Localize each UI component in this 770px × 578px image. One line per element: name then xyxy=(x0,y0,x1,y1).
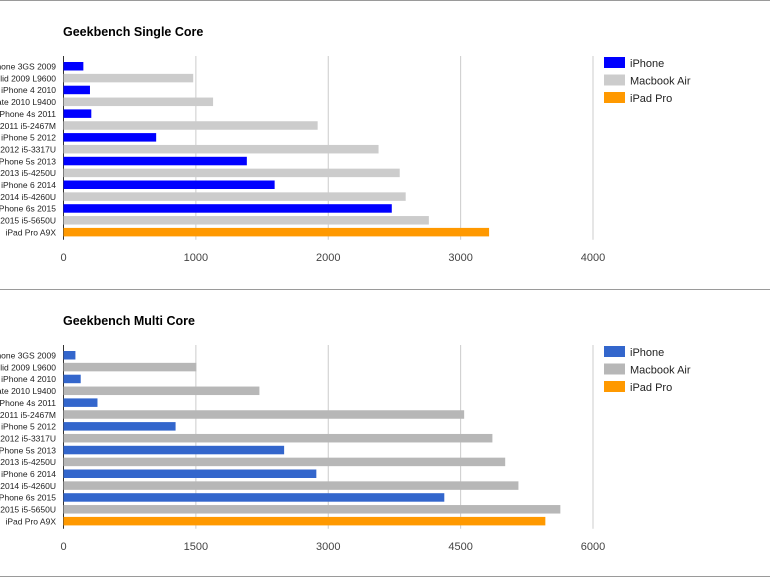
category-label: iPhone 5 2012 xyxy=(1,133,56,143)
bottom-border xyxy=(0,576,770,577)
category-label: 2012 i5-3317U xyxy=(0,433,56,443)
x-tick-label: 1500 xyxy=(184,541,208,553)
chart-separator xyxy=(0,289,770,290)
bar xyxy=(63,168,400,178)
bar xyxy=(63,374,81,384)
bar xyxy=(63,351,76,360)
category-label: 2014 i5-4260U xyxy=(0,192,56,202)
x-tick-label: 2000 xyxy=(316,252,340,264)
category-label: hone 3GS 2009 xyxy=(0,351,56,361)
category-label: 2015 i5-5650U xyxy=(0,216,56,226)
bar xyxy=(63,73,194,83)
bar xyxy=(63,97,214,107)
category-label: Phone 5s 2013 xyxy=(0,445,56,455)
legend-label: iPad Pro xyxy=(630,93,672,105)
legend-label: Macbook Air xyxy=(630,365,691,377)
bar xyxy=(63,204,392,213)
bar xyxy=(63,505,561,514)
category-label: Phone 5s 2013 xyxy=(0,156,56,166)
category-label: 2012 i5-3317U xyxy=(0,144,56,154)
legend-label: Macbook Air xyxy=(630,76,691,88)
bar xyxy=(63,192,406,201)
bar xyxy=(63,121,318,130)
bar xyxy=(63,109,92,118)
bar xyxy=(63,481,519,490)
category-label: Phone 6s 2015 xyxy=(0,493,56,503)
legend-swatch xyxy=(604,57,625,68)
category-label: ate 2010 L9400 xyxy=(0,97,56,107)
bar xyxy=(63,227,490,237)
category-label: 2013 i5-4250U xyxy=(0,457,56,467)
bar xyxy=(63,422,176,431)
x-tick-label: 0 xyxy=(60,252,66,264)
category-label: iPhone 5 2012 xyxy=(1,422,56,432)
category-label: lid 2009 L9600 xyxy=(0,73,56,83)
legend-swatch xyxy=(604,363,625,375)
bar xyxy=(63,469,317,478)
bar xyxy=(63,516,546,526)
category-label: iPad Pro A9X xyxy=(5,516,56,526)
x-tick-label: 3000 xyxy=(316,541,340,553)
category-label: iPhone 4s 2011 xyxy=(0,398,56,408)
multi-core-chart: Geekbench Multi Core 0 1500 3000 4500 6000 hon… xyxy=(0,314,691,553)
legend-label: iPhone xyxy=(630,347,664,359)
bar xyxy=(63,133,157,142)
top-border xyxy=(0,0,770,1)
chart-title: Geekbench Multi Core xyxy=(63,314,195,328)
bar xyxy=(63,144,379,154)
bar xyxy=(63,362,197,372)
category-label: iPhone 4s 2011 xyxy=(0,109,56,119)
x-tick-label: 1000 xyxy=(184,252,208,264)
category-label: 2014 i5-4260U xyxy=(0,481,56,491)
category-label: Phone 6s 2015 xyxy=(0,204,56,214)
x-tick-label: 4000 xyxy=(581,252,605,264)
category-label: iPhone 6 2014 xyxy=(1,180,56,190)
bar xyxy=(63,216,429,225)
legend-label: iPad Pro xyxy=(630,382,672,394)
legend-label: iPhone xyxy=(630,58,664,70)
category-label: lid 2009 L9600 xyxy=(0,362,56,372)
category-label: hone 3GS 2009 xyxy=(0,62,56,72)
bar xyxy=(63,433,493,443)
category-label: iPad Pro A9X xyxy=(5,227,56,237)
category-label: 2015 i5-5650U xyxy=(0,505,56,515)
bar xyxy=(63,410,465,419)
bar xyxy=(63,386,260,396)
legend-swatch xyxy=(604,92,625,103)
bar xyxy=(63,62,84,71)
bar xyxy=(63,156,247,166)
x-tick-label: 0 xyxy=(60,541,66,553)
category-label: 2011 i5-2467M xyxy=(0,121,56,131)
bar xyxy=(63,398,98,407)
category-label: iPhone 6 2014 xyxy=(1,469,56,479)
category-label: 2013 i5-4250U xyxy=(0,168,56,178)
bar xyxy=(63,180,275,189)
category-label: iPhone 4 2010 xyxy=(1,374,56,384)
bar xyxy=(63,85,90,95)
chart-title: Geekbench Single Core xyxy=(63,25,203,39)
x-tick-label: 4500 xyxy=(448,541,472,553)
bar xyxy=(63,445,285,455)
bar xyxy=(63,493,445,502)
legend-swatch xyxy=(604,346,625,357)
bar xyxy=(63,457,506,467)
category-label: 2011 i5-2467M xyxy=(0,410,56,420)
legend-swatch xyxy=(604,74,625,86)
single-core-chart: Geekbench Single Core 0 1000 2000 3000 4000 ho… xyxy=(0,25,691,264)
category-label: iPhone 4 2010 xyxy=(1,85,56,95)
x-tick-label: 3000 xyxy=(448,252,472,264)
x-tick-label: 6000 xyxy=(581,541,605,553)
category-label: ate 2010 L9400 xyxy=(0,386,56,396)
legend-swatch xyxy=(604,381,625,392)
